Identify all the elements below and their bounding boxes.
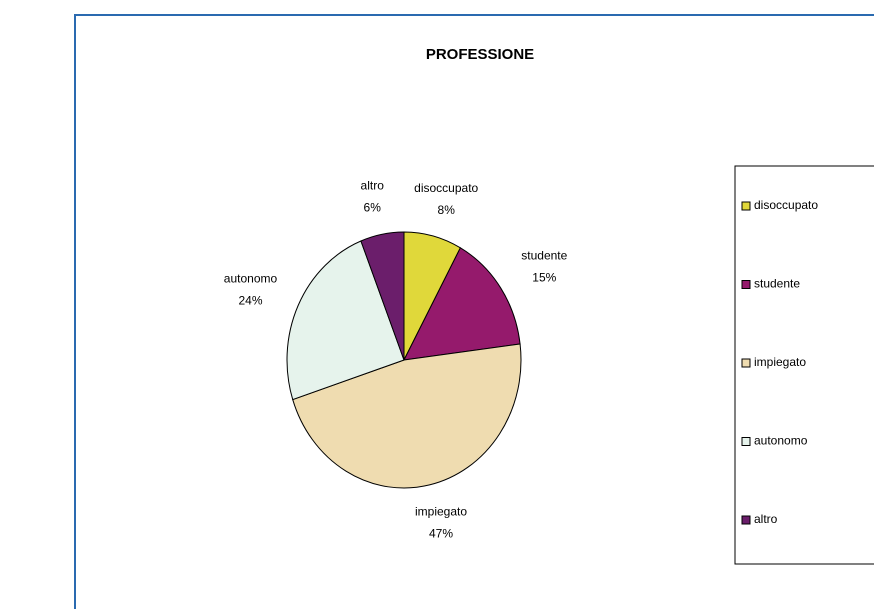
legend-swatch [741, 358, 751, 368]
slice-value-label: 15% [532, 271, 556, 285]
chart-title: PROFESSIONE [426, 46, 534, 63]
legend-label: autonomo [754, 434, 808, 448]
slice-label: autonomo [224, 271, 278, 285]
legend-box [734, 165, 874, 565]
slice-label: impiegato [415, 505, 467, 519]
legend-swatch [741, 280, 751, 289]
legend-label: disoccupato [754, 198, 818, 212]
legend-swatch [741, 437, 751, 446]
legend-swatch [741, 201, 751, 211]
slice-label: studente [521, 249, 567, 263]
slice-value-label: 24% [238, 293, 262, 307]
slice-value-label: 47% [429, 527, 453, 541]
legend-label: studente [754, 277, 800, 291]
slice-value-label: 6% [364, 201, 382, 215]
pie-slice [292, 343, 522, 489]
slice-label: disoccupato [414, 181, 478, 195]
legend-swatch [741, 515, 751, 525]
legend-label: altro [754, 512, 778, 526]
pie-slice [360, 231, 405, 361]
slice-label: altro [361, 179, 385, 193]
pie-slice [403, 247, 521, 361]
chart-frame [74, 14, 874, 609]
slice-value-label: 8% [438, 203, 456, 217]
legend-label: impiegato [754, 355, 806, 369]
